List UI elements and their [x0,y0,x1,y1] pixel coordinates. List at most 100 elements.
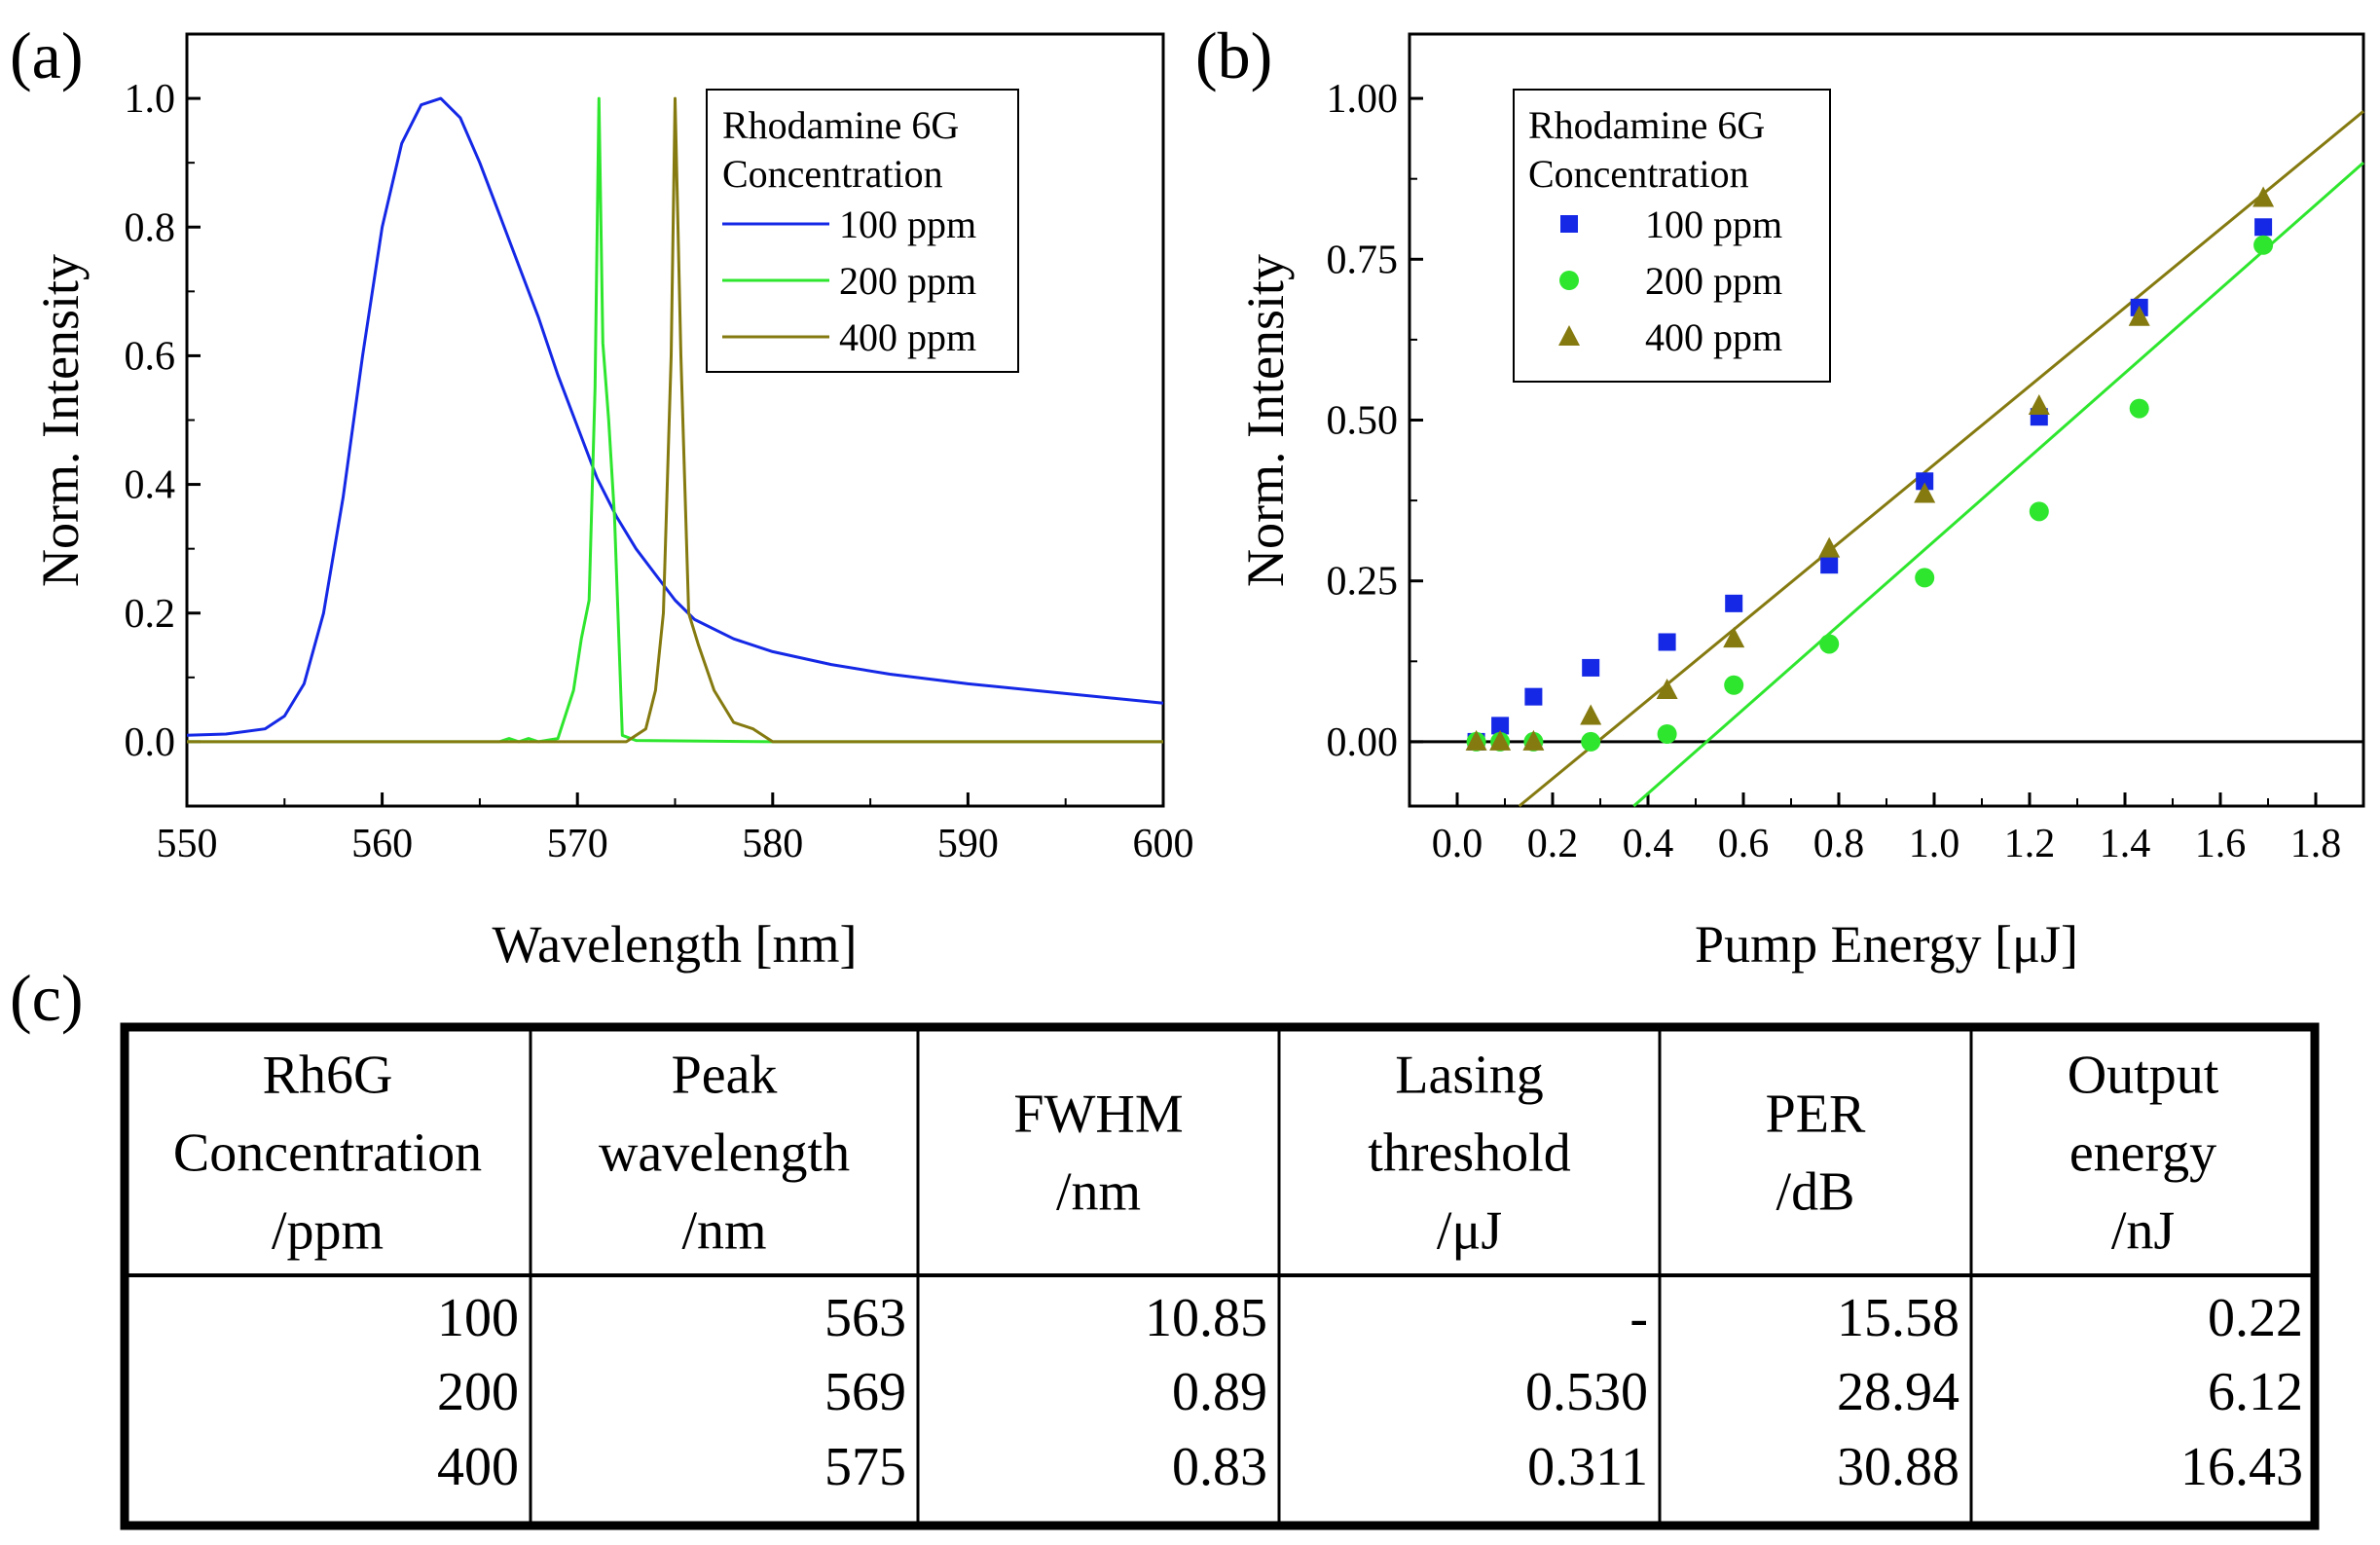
panel-b-point-100-ppm [2254,218,2273,237]
table-header-cell: FWHM [1013,1085,1183,1145]
panel-a-xtick-label: 580 [742,822,803,866]
table-header-cell: Concentration [173,1123,482,1184]
panel-a-ytick-label: 0.8 [125,205,176,250]
panel-a-xtick-label: 590 [937,822,999,866]
panel-b-point-400-ppm [2128,305,2150,326]
panel-a-ticks: 550 560 570 580 590 600 0.0 0.2 0.4 0.6 0.8 1.0 [125,77,1194,866]
panel-b-point-400-ppm [2252,186,2275,207]
panel-b-ytick-label: 0.25 [1327,560,1399,605]
panel-b-ylabel: Norm. Intensity [1236,254,1295,587]
panel-b-label: (b) [1195,18,1272,92]
table-cell: 30.88 [1837,1437,1959,1497]
panel-b-point-400-ppm [1580,704,1602,725]
panel-a-xtick-label: 560 [351,822,413,866]
table-header-cell: /dB [1776,1162,1855,1223]
panel-a-xtick-label: 600 [1133,822,1194,866]
panel-b-xtick-label: 1.4 [2100,822,2151,866]
table-cell: 0.22 [2208,1288,2303,1348]
panel-a-ytick-label: 1.0 [125,77,176,122]
legend-a-label-100: 100 ppm [839,202,976,246]
table-header-cell: /ppm [272,1201,384,1262]
panel-b-point-200-ppm [1657,723,1677,744]
panel-b-point-400-ppm [1723,627,1745,648]
panel-b-xtick-label: 0.4 [1623,822,1674,866]
panel-b-ytick-label: 1.00 [1327,77,1399,122]
table-cell: 0.89 [1172,1362,1267,1422]
panel-b-legend-title-2: Concentration [1528,152,1749,196]
table-header-cell: Peak [672,1046,778,1106]
table-cell: 563 [824,1288,906,1348]
table-cell: 15.58 [1837,1288,1959,1348]
panel-a-ytick-label: 0.2 [125,592,176,637]
panel-b-point-100-ppm [1658,633,1676,651]
table-cell: 400 [437,1437,519,1497]
legend-b-label-100: 100 ppm [1645,202,1782,246]
table-header-cell: /nm [1056,1162,1141,1223]
table-header-cell: /μJ [1437,1201,1502,1262]
panel-b-point-400-ppm [2028,393,2050,415]
panel-b-point-100-ppm [1491,717,1510,735]
panel-b-ytick-label: 0.00 [1327,720,1399,765]
panel-b-point-200-ppm [1581,731,1601,752]
table-header-cell: Lasing [1395,1046,1543,1106]
panel-b-point-200-ppm [1915,568,1935,588]
panel-a-xlabel: Wavelength [nm] [492,915,857,974]
panel-b-point-400-ppm [1656,679,1678,700]
panel-b-xtick-label: 1.0 [1909,822,1960,866]
panel-b-fit-400 [1518,110,2364,808]
legend-b-marker-100-ppm [1560,215,1578,233]
panel-b-series [1410,110,2364,808]
table-cell: - [1629,1288,1648,1348]
panel-c-label: (c) [10,961,83,1035]
panel-b-xtick-label: 0.6 [1718,822,1770,866]
panel-b-point-400-ppm [1818,536,1841,558]
table-header-cell: energy [2069,1123,2216,1184]
panel-a-legend-title-2: Concentration [722,152,943,196]
legend-b-label-400: 400 ppm [1645,315,1782,359]
panel-b-point-200-ppm [2029,501,2049,522]
panel-b-point-400-ppm [1914,482,1936,503]
table-cell: 200 [437,1362,519,1422]
panel-a-series-400-ppm [187,96,1163,744]
panel-b-point-100-ppm [1820,556,1839,574]
table-cell: 0.83 [1172,1437,1267,1497]
panel-b-legend-markers [1558,215,1580,346]
panel-b-fit-200 [1632,162,2364,808]
table-header-cell: Rh6G [263,1046,393,1106]
table-cell: 28.94 [1837,1362,1959,1422]
legend-b-label-200: 200 ppm [1645,259,1782,303]
table-cell: 6.12 [2208,1362,2303,1422]
table-cell: 10.85 [1145,1288,1267,1348]
panel-b-legend-title-1: Rhodamine 6G [1528,103,1765,147]
panel-b-point-200-ppm [1724,675,1744,695]
panel-a-series-100-ppm [186,96,1164,737]
legend-b-marker-200-ppm [1559,271,1579,290]
panel-a-series [186,96,1164,744]
panel-b-point-400-ppm [1465,729,1487,751]
panel-b-point-200-ppm [2129,398,2149,419]
panel-b-point-100-ppm [1725,594,1743,612]
panel-a-xtick-label: 550 [157,822,218,866]
table-cell: 0.530 [1525,1362,1648,1422]
panel-b-ytick-label: 0.50 [1327,399,1399,444]
table-cell: 16.43 [2180,1437,2303,1497]
table-header-cell: /nJ [2111,1201,2175,1262]
panel-a-ylabel: Norm. Intensity [31,254,90,587]
legend-a-label-400: 400 ppm [839,315,976,359]
panel-b-point-400-ppm [1489,729,1512,751]
table-cell: 0.311 [1527,1437,1648,1497]
table-cell: 569 [824,1362,906,1422]
panel-b-xtick-label: 1.8 [2290,822,2342,866]
panel-a-ytick-label: 0.0 [125,720,176,765]
panel-a-ytick-label: 0.6 [125,334,176,379]
panel-b-xtick-label: 0.8 [1813,822,1865,866]
table-header-cell: wavelength [599,1123,850,1184]
panel-b-ticks: 0.0 0.2 0.4 0.6 0.8 1.0 1.2 1.4 1.6 1.8 0.00 0.25 0.… [1327,77,2342,866]
panel-b-point-400-ppm [1522,729,1545,751]
panel-a-legend-box [706,89,1019,373]
panel-b-xlabel: Pump Energy [μJ] [1695,915,2078,974]
panel-a-legend-title-1: Rhodamine 6G [722,103,959,147]
legend-b-marker-400-ppm [1558,325,1580,346]
table-header-cell: Output [2068,1046,2219,1106]
panel-a-label: (a) [10,18,83,92]
